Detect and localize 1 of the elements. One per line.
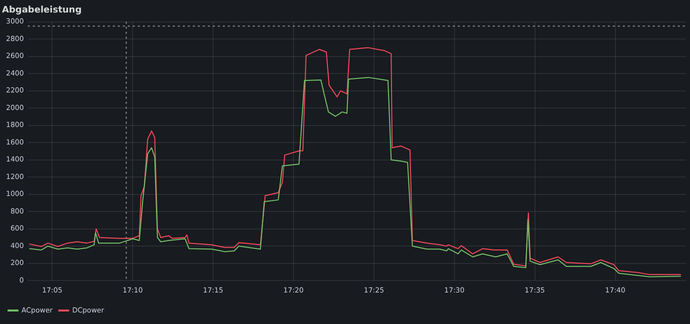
chart-title: Abgabeleistung xyxy=(2,6,82,16)
